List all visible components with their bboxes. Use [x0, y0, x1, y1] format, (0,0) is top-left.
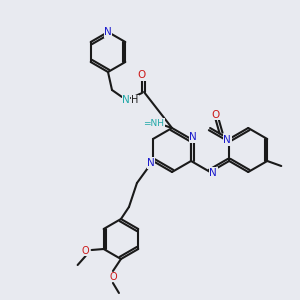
Text: N: N: [104, 27, 112, 37]
Text: O: O: [109, 272, 117, 282]
Text: H: H: [131, 95, 139, 105]
Text: N: N: [122, 95, 130, 105]
Text: N: N: [147, 158, 155, 168]
Text: N: N: [209, 168, 217, 178]
Text: O: O: [82, 246, 89, 256]
Text: N: N: [223, 135, 231, 145]
Text: O: O: [212, 110, 220, 119]
Text: =NH: =NH: [143, 118, 164, 127]
Text: O: O: [138, 70, 146, 80]
Text: N: N: [189, 132, 197, 142]
